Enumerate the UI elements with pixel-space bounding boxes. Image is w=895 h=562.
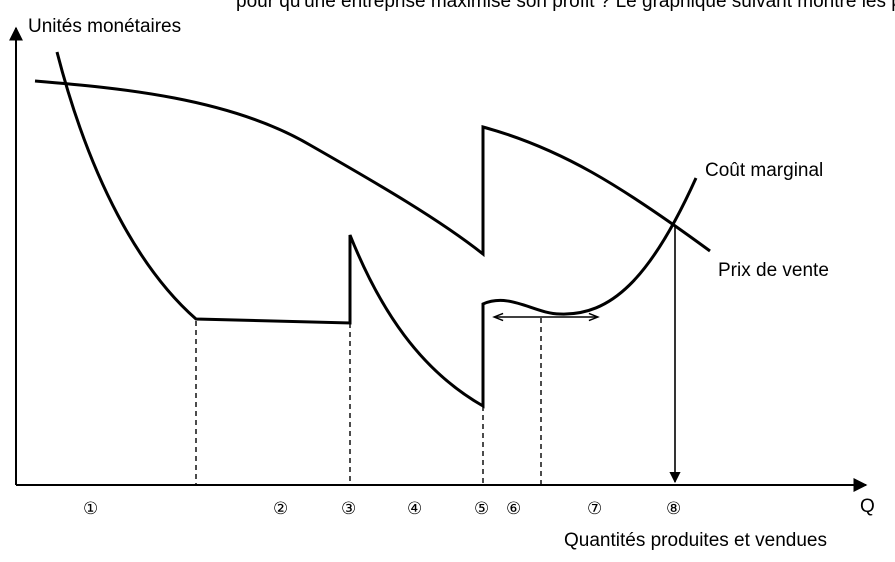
y-axis-label: Unités monétaires xyxy=(28,16,181,37)
zone-marker-1: ① xyxy=(83,499,98,518)
zone-marker-8: ⑧ xyxy=(666,499,681,518)
header-fragment: pour qu'une entreprise maximise son prof… xyxy=(236,0,895,12)
zone-marker-5: ⑤ xyxy=(474,499,489,518)
zone-marker-2: ② xyxy=(273,499,288,518)
selling-price-curve xyxy=(34,79,711,258)
x-axis-label: Quantités produites et vendues xyxy=(564,530,827,551)
x-axis-symbol: Q xyxy=(860,496,875,517)
zone-marker-7: ⑦ xyxy=(587,499,602,518)
guide-lines xyxy=(195,318,542,485)
marginal-cost-label: Coût marginal xyxy=(705,160,823,181)
marginal-cost-curve xyxy=(55,51,698,409)
zone-marker-6: ⑥ xyxy=(506,499,521,518)
zone-marker-3: ③ xyxy=(341,499,356,518)
zone-marker-4: ④ xyxy=(407,499,422,518)
selling-price-label: Prix de vente xyxy=(718,260,829,281)
